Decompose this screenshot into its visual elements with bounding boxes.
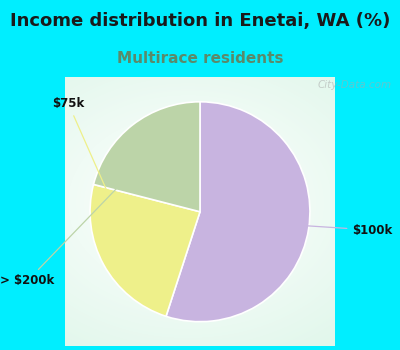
Text: $100k: $100k — [279, 224, 393, 237]
Wedge shape — [90, 184, 200, 316]
Text: Income distribution in Enetai, WA (%): Income distribution in Enetai, WA (%) — [10, 12, 390, 30]
Text: City-Data.com: City-Data.com — [317, 79, 391, 90]
Wedge shape — [166, 102, 310, 322]
Wedge shape — [94, 102, 200, 212]
Text: Multirace residents: Multirace residents — [117, 51, 283, 66]
Text: > $200k: > $200k — [0, 153, 151, 287]
Text: $75k: $75k — [52, 97, 132, 246]
